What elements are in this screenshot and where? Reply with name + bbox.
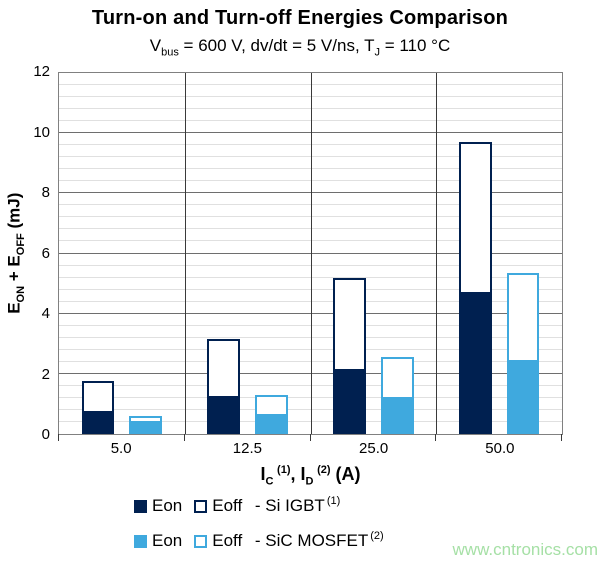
y-tick-label: 10 [33,123,50,141]
plot-area [58,72,563,441]
x-axis-tick [58,434,59,441]
x-axis-category-labels: 5.0 12.5 25.0 50.0 [58,440,563,457]
y-axis-tick-labels: 0 2 4 6 8 10 12 [0,63,50,443]
bar-eon-si-igbt [458,294,492,434]
x-axis-tick [561,434,562,441]
legend-row-sic-mosfet: Eon Eoff - SiC MOSFET (2) [134,530,384,552]
bar-eon-sic-mosfet [255,415,288,434]
x-axis-tick [183,434,185,441]
y-tick-label: 8 [41,184,50,202]
bar-eon-si-igbt [207,397,241,434]
bar-eon-si-igbt [81,412,115,434]
category-separator [184,73,186,434]
y-tick-label: 12 [33,63,50,80]
chart-title: Turn-on and Turn-off Energies Comparison [91,7,509,29]
bar-eoff-si-igbt [458,142,492,295]
legend-eon-label: Eon [152,496,183,515]
bar-eoff-sic-mosfet [506,273,540,362]
legend-row-si-igbt: Eon Eoff - Si IGBT (1) [134,495,384,517]
legend-eon-label: Eon [152,531,183,550]
legend-eoff-label: Eoff [212,531,243,550]
x-axis-tick [435,434,437,441]
x-axis-title: IC (1), ID (2) (A) [260,464,361,488]
legend-device-label: - SiC MOSFET [250,531,369,550]
bar-eoff-sic-mosfet [129,415,163,424]
bar-eoff-sic-mosfet [255,394,288,416]
bar-eoff-si-igbt [333,277,366,371]
legend-footnote-marker: (1) [326,495,341,507]
x-category-label: 12.5 [232,440,262,457]
bar-eoff-sic-mosfet [380,357,414,400]
bar-eon-sic-mosfet [380,399,414,434]
eon-si-igbt-swatch-icon [134,499,147,513]
bar-eon-sic-mosfet [129,423,163,434]
y-tick-label: 6 [41,244,50,262]
x-category-label: 50.0 [485,440,515,457]
legend-eoff-label: Eoff [212,496,243,515]
bar-eoff-si-igbt [81,381,115,413]
bar-eoff-si-igbt [207,339,241,398]
chart-legend: Eon Eoff - Si IGBT (1) Eon Eoff - SiC MO… [134,495,384,565]
bar-eon-si-igbt [333,370,366,434]
y-tick-label: 2 [41,365,50,383]
bar-eon-sic-mosfet [506,361,540,434]
category-separator [436,73,438,434]
legend-device-label: - Si IGBT [250,496,325,515]
y-tick-label: 0 [41,426,50,443]
eoff-sic-mosfet-swatch-icon [194,534,208,548]
category-separator [310,73,312,434]
watermark: www.cntronics.com [452,540,598,559]
x-axis-tick [309,434,311,441]
x-category-label: 5.0 [110,440,132,457]
legend-footnote-marker: (2) [370,530,384,542]
x-category-label: 25.0 [359,440,389,457]
chart-subtitle: Vbus = 600 V, dv/dt = 5 V/ns, TJ = 110 °… [149,36,451,59]
eoff-si-igbt-swatch-icon [194,499,208,513]
y-tick-label: 4 [41,305,50,323]
eon-sic-mosfet-swatch-icon [134,534,147,548]
